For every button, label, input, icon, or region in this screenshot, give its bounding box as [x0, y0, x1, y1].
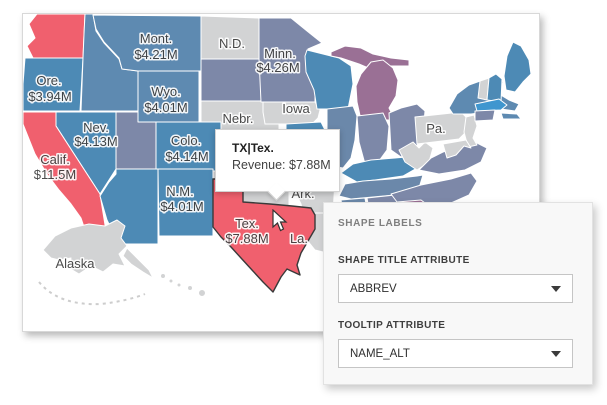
state-washington[interactable] [26, 14, 86, 59]
state-label: Wyo. [151, 84, 181, 99]
state-west-virginia[interactable] [398, 141, 434, 171]
state-texas-hovered[interactable] [212, 178, 316, 293]
state-label: Tex. [235, 216, 259, 231]
state-new-mexico[interactable] [157, 168, 214, 237]
state-maine[interactable] [503, 41, 532, 93]
state-michigan[interactable] [355, 59, 399, 121]
state-label-value: $7.88M [225, 231, 268, 246]
state-alaska-panhandle[interactable] [122, 247, 154, 279]
us-shape-map: Mont. $4.21M N.D. Minn. $4.26M Ore. $3.9… [23, 14, 532, 306]
state-california[interactable] [23, 111, 107, 234]
state-label: N.M. [166, 184, 193, 199]
state-michigan-upper-peninsula[interactable] [330, 45, 410, 71]
tooltip-attribute-label: TOOLTIP ATTRIBUTE [338, 320, 446, 331]
state-label: Ore. [36, 73, 61, 88]
state-label: Alaska [55, 256, 95, 271]
state-label-value: $4.13M [74, 134, 117, 149]
state-label: Iowa [282, 101, 310, 116]
state-label: Pa. [426, 121, 446, 136]
chevron-down-icon [551, 350, 561, 357]
state-alaska[interactable] [42, 219, 128, 275]
shape-labels-format-panel: SHAPE LABELS SHAPE TITLE ATTRIBUTE ABBRE… [323, 202, 593, 385]
state-label: N.D. [219, 36, 245, 51]
state-label: Calif. [40, 152, 70, 167]
state-label-value: $4.01M [160, 199, 203, 214]
panel-heading: SHAPE LABELS [338, 218, 423, 229]
state-massachusetts[interactable] [474, 98, 508, 112]
chevron-down-icon [551, 285, 561, 292]
state-label-value: $4.14M [165, 149, 208, 164]
dropdown-selected-value: NAME_ALT [350, 347, 410, 360]
shape-title-attribute-field: SHAPE TITLE ATTRIBUTE ABBREV [338, 255, 578, 303]
state-connecticut[interactable] [474, 109, 496, 122]
shape-title-attribute-label: SHAPE TITLE ATTRIBUTE [338, 255, 470, 266]
tooltip-attribute-field: TOOLTIP ATTRIBUTE NAME_ALT [338, 320, 578, 368]
mouse-cursor-icon [272, 209, 288, 232]
state-hawaii[interactable] [160, 273, 206, 297]
state-label: Nev. [83, 120, 109, 135]
state-oregon[interactable] [23, 57, 84, 112]
tooltip-title: TX|Tex. [232, 141, 274, 155]
state-label: Colo. [171, 133, 201, 148]
state-labels: Mont. $4.21M N.D. Minn. $4.26M Ore. $3.9… [27, 30, 447, 273]
state-label-value: $4.26M [256, 60, 299, 75]
state-indiana[interactable] [356, 112, 390, 165]
state-new-hampshire[interactable] [486, 73, 503, 103]
shape-title-attribute-dropdown[interactable]: ABBREV [338, 274, 573, 303]
state-maryland[interactable] [442, 139, 472, 159]
state-label-value: $4.01M [144, 100, 187, 115]
state-label-value: $11.5M [34, 167, 76, 182]
state-label-value: $3.94M [28, 89, 71, 104]
state-label: La. [290, 231, 308, 246]
state-label: Minn. [264, 46, 296, 61]
state-south-dakota[interactable] [200, 58, 264, 102]
state-label: Nebr. [222, 111, 253, 126]
shape-map-visual: Mont. $4.21M N.D. Minn. $4.26M Ore. $3.9… [22, 13, 540, 332]
state-label: Mont. [140, 31, 173, 46]
tooltip-attribute-dropdown[interactable]: NAME_ALT [338, 339, 573, 368]
state-new-york-long-island[interactable] [500, 112, 522, 120]
tooltip-value: Revenue: $7.88M [232, 158, 331, 172]
state-label-value: $4.21M [134, 47, 177, 62]
map-tooltip: TX|Tex. Revenue: $7.88M [215, 129, 340, 192]
alaska-aleutian-islands [38, 281, 146, 306]
state-virginia[interactable] [418, 141, 488, 175]
dropdown-selected-value: ABBREV [350, 282, 397, 295]
